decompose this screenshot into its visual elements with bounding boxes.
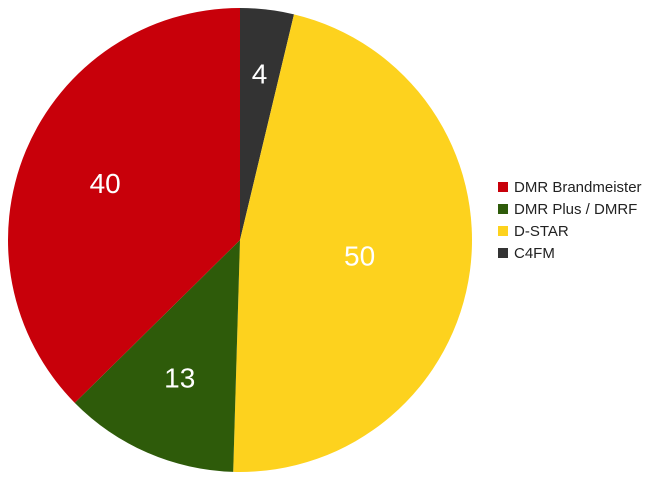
legend-label-dmr-plus: DMR Plus / DMRF bbox=[514, 200, 638, 218]
pie-slice-c4fm bbox=[240, 8, 294, 240]
chart-legend: DMR Brandmeister DMR Plus / DMRF D-STAR … bbox=[498, 176, 642, 264]
pie-value-label-dmr-brandmeister: 40 bbox=[90, 168, 121, 199]
legend-swatch-c4fm bbox=[498, 248, 508, 258]
legend-item-d-star: D-STAR bbox=[498, 220, 642, 242]
legend-item-c4fm: C4FM bbox=[498, 242, 642, 264]
legend-label-d-star: D-STAR bbox=[514, 222, 569, 240]
pie-slice-dmr-plus-dmrf bbox=[74, 240, 240, 472]
legend-label-dmr-brandmeister: DMR Brandmeister bbox=[514, 178, 642, 196]
legend-item-dmr-brandmeister: DMR Brandmeister bbox=[498, 176, 642, 198]
pie-value-label-d-star: 50 bbox=[344, 240, 375, 271]
pie-value-label-c4fm: 4 bbox=[252, 59, 268, 90]
legend-swatch-dmr-plus bbox=[498, 204, 508, 214]
legend-label-c4fm: C4FM bbox=[514, 244, 555, 262]
legend-swatch-d-star bbox=[498, 226, 508, 236]
legend-item-dmr-plus: DMR Plus / DMRF bbox=[498, 198, 642, 220]
pie-value-label-dmr-plus-dmrf: 13 bbox=[164, 363, 195, 394]
pie-slice-d-star bbox=[233, 14, 473, 473]
legend-swatch-dmr-brandmeister bbox=[498, 182, 508, 192]
pie-slice-dmr-brandmeister bbox=[8, 8, 241, 403]
